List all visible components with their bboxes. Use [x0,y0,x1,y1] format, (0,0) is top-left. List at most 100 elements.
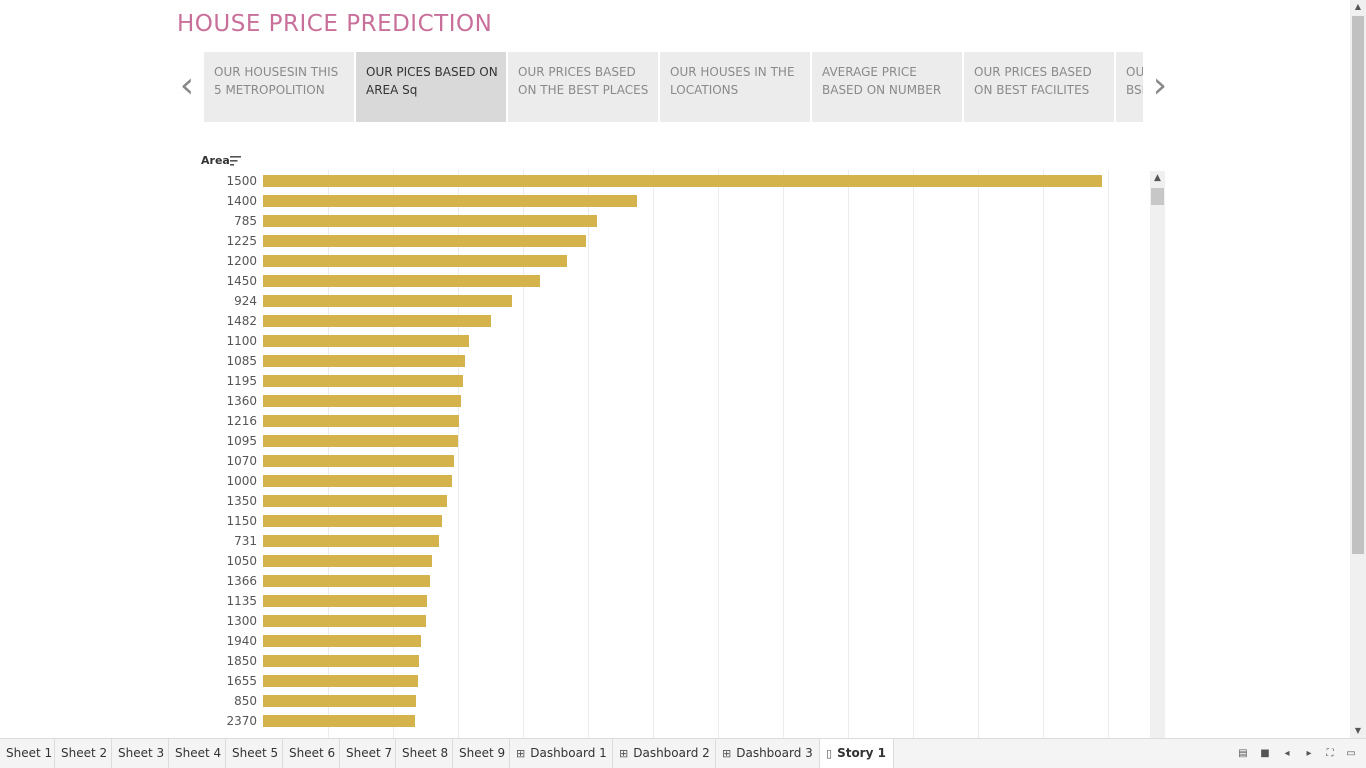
row-label: 1400 [226,194,257,208]
tab-dashboard-3[interactable]: ⊞ Dashboard 3 [716,739,820,768]
y-axis-title: Area [201,154,230,167]
page-scroll-thumb[interactable] [1352,16,1364,554]
bar[interactable] [263,355,465,367]
previous-icon[interactable]: ◂ [1284,748,1290,759]
gridline [1043,170,1044,738]
gridline [458,170,459,738]
gridline [978,170,979,738]
row-label: 1200 [226,254,257,268]
gridline [718,170,719,738]
story-point-4[interactable]: OUR HOUSES IN THE LOCATIONS [660,52,810,122]
page-scroll-down-icon[interactable]: ▼ [1354,726,1362,735]
gridline [653,170,654,738]
bar-chart: 1500 1400 785 1225 1200 1450 924 1482 1100 1085 11… [0,170,1150,738]
tab-sheet-4[interactable]: Sheet 4 [169,739,226,768]
row-label: 1360 [226,394,257,408]
story-point-7[interactable]: OU BSI [1116,52,1143,122]
show-filmstrip-icon[interactable]: ▤ [1238,748,1248,759]
sheet-tab-bar: Sheet 1 Sheet 2 Sheet 3 Sheet 4 Sheet 5 … [0,738,1366,768]
gridline [588,170,589,738]
bar[interactable] [263,535,439,547]
bar[interactable] [263,295,512,307]
story-point-5[interactable]: AVERAGE PRICE BASED ON NUMBER [812,52,962,122]
row-label: 1482 [226,314,257,328]
bar[interactable] [263,235,587,247]
row-label: 1850 [226,654,257,668]
chevron-left-icon[interactable]: ‹ [179,65,195,106]
row-label: 1135 [226,594,257,608]
row-label: 1195 [226,374,257,388]
bar[interactable] [263,635,422,647]
story-title: HOUSE PRICE PREDICTION [177,11,493,37]
gridline [783,170,784,738]
gridline [328,170,329,738]
chevron-right-icon[interactable]: › [1152,65,1168,106]
bar[interactable] [263,435,458,447]
tab-sheet-2[interactable]: Sheet 2 [55,739,112,768]
gridline [848,170,849,738]
bar[interactable] [263,555,433,567]
row-label: 1655 [226,674,257,688]
chart-scroll-thumb[interactable] [1151,188,1164,205]
row-label: 1100 [226,334,257,348]
row-label: 924 [234,294,257,308]
bar[interactable] [263,415,459,427]
bar[interactable] [263,175,1103,187]
gridline [523,170,524,738]
tab-story-1[interactable]: ▯ Story 1 [820,739,894,768]
row-label: 1350 [226,494,257,508]
gridline [913,170,914,738]
bar[interactable] [263,215,598,227]
row-label: 1300 [226,614,257,628]
tab-dashboard-2[interactable]: ⊞ Dashboard 2 [613,739,716,768]
fullscreen-icon[interactable]: ⛶ [1326,748,1334,759]
row-label: 1366 [226,574,257,588]
dashboard-icon: ⊞ [722,747,732,760]
tab-sheet-7[interactable]: Sheet 7 [340,739,396,768]
bar[interactable] [263,375,463,387]
tab-sheet-9[interactable]: Sheet 9 [453,739,510,768]
gridline [393,170,394,738]
page-scroll-up-icon[interactable]: ▲ [1354,2,1362,11]
tab-sheet-6[interactable]: Sheet 6 [283,739,340,768]
sort-descending-icon[interactable] [230,156,242,166]
bar[interactable] [263,675,419,687]
bar[interactable] [263,595,428,607]
bar[interactable] [263,335,469,347]
story-point-2[interactable]: OUR PICES BASED ON AREA Sq [356,52,506,122]
show-tabs-icon[interactable]: ■ [1260,748,1270,759]
tab-sheet-3[interactable]: Sheet 3 [112,739,169,768]
bar[interactable] [263,195,637,207]
dashboard-icon: ⊞ [619,747,629,760]
row-label: 1216 [226,414,257,428]
next-icon[interactable]: ▸ [1306,748,1312,759]
row-label: 731 [234,534,257,548]
bar[interactable] [263,655,420,667]
bar[interactable] [263,715,416,727]
bar[interactable] [263,495,447,507]
bar[interactable] [263,475,452,487]
tab-dashboard-1[interactable]: ⊞ Dashboard 1 [510,739,613,768]
story-point-3[interactable]: OUR PRICES BASED ON THE BEST PLACES [508,52,658,122]
tab-sheet-1[interactable]: Sheet 1 [0,739,55,768]
bar[interactable] [263,275,541,287]
presentation-icon[interactable]: ▭ [1346,748,1356,759]
bar[interactable] [263,515,442,527]
bar[interactable] [263,695,417,707]
story-point-1[interactable]: OUR HOUSESIN THIS 5 METROPOLITION [204,52,354,122]
bar[interactable] [263,575,431,587]
bar[interactable] [263,395,461,407]
bar[interactable] [263,315,491,327]
row-label: 1940 [226,634,257,648]
tab-sheet-8[interactable]: Sheet 8 [396,739,453,768]
row-label: 2370 [226,714,257,728]
story-point-6[interactable]: OUR PRICES BASED ON BEST FACILITES [964,52,1114,122]
bar[interactable] [263,615,427,627]
chart-scrollbar[interactable]: ▲ [1150,171,1165,738]
bar[interactable] [263,255,568,267]
bar[interactable] [263,455,454,467]
tab-sheet-5[interactable]: Sheet 5 [226,739,283,768]
row-label: 1085 [226,354,257,368]
page-scrollbar[interactable]: ▲ ▼ [1350,0,1366,738]
scroll-up-icon[interactable]: ▲ [1154,173,1161,183]
